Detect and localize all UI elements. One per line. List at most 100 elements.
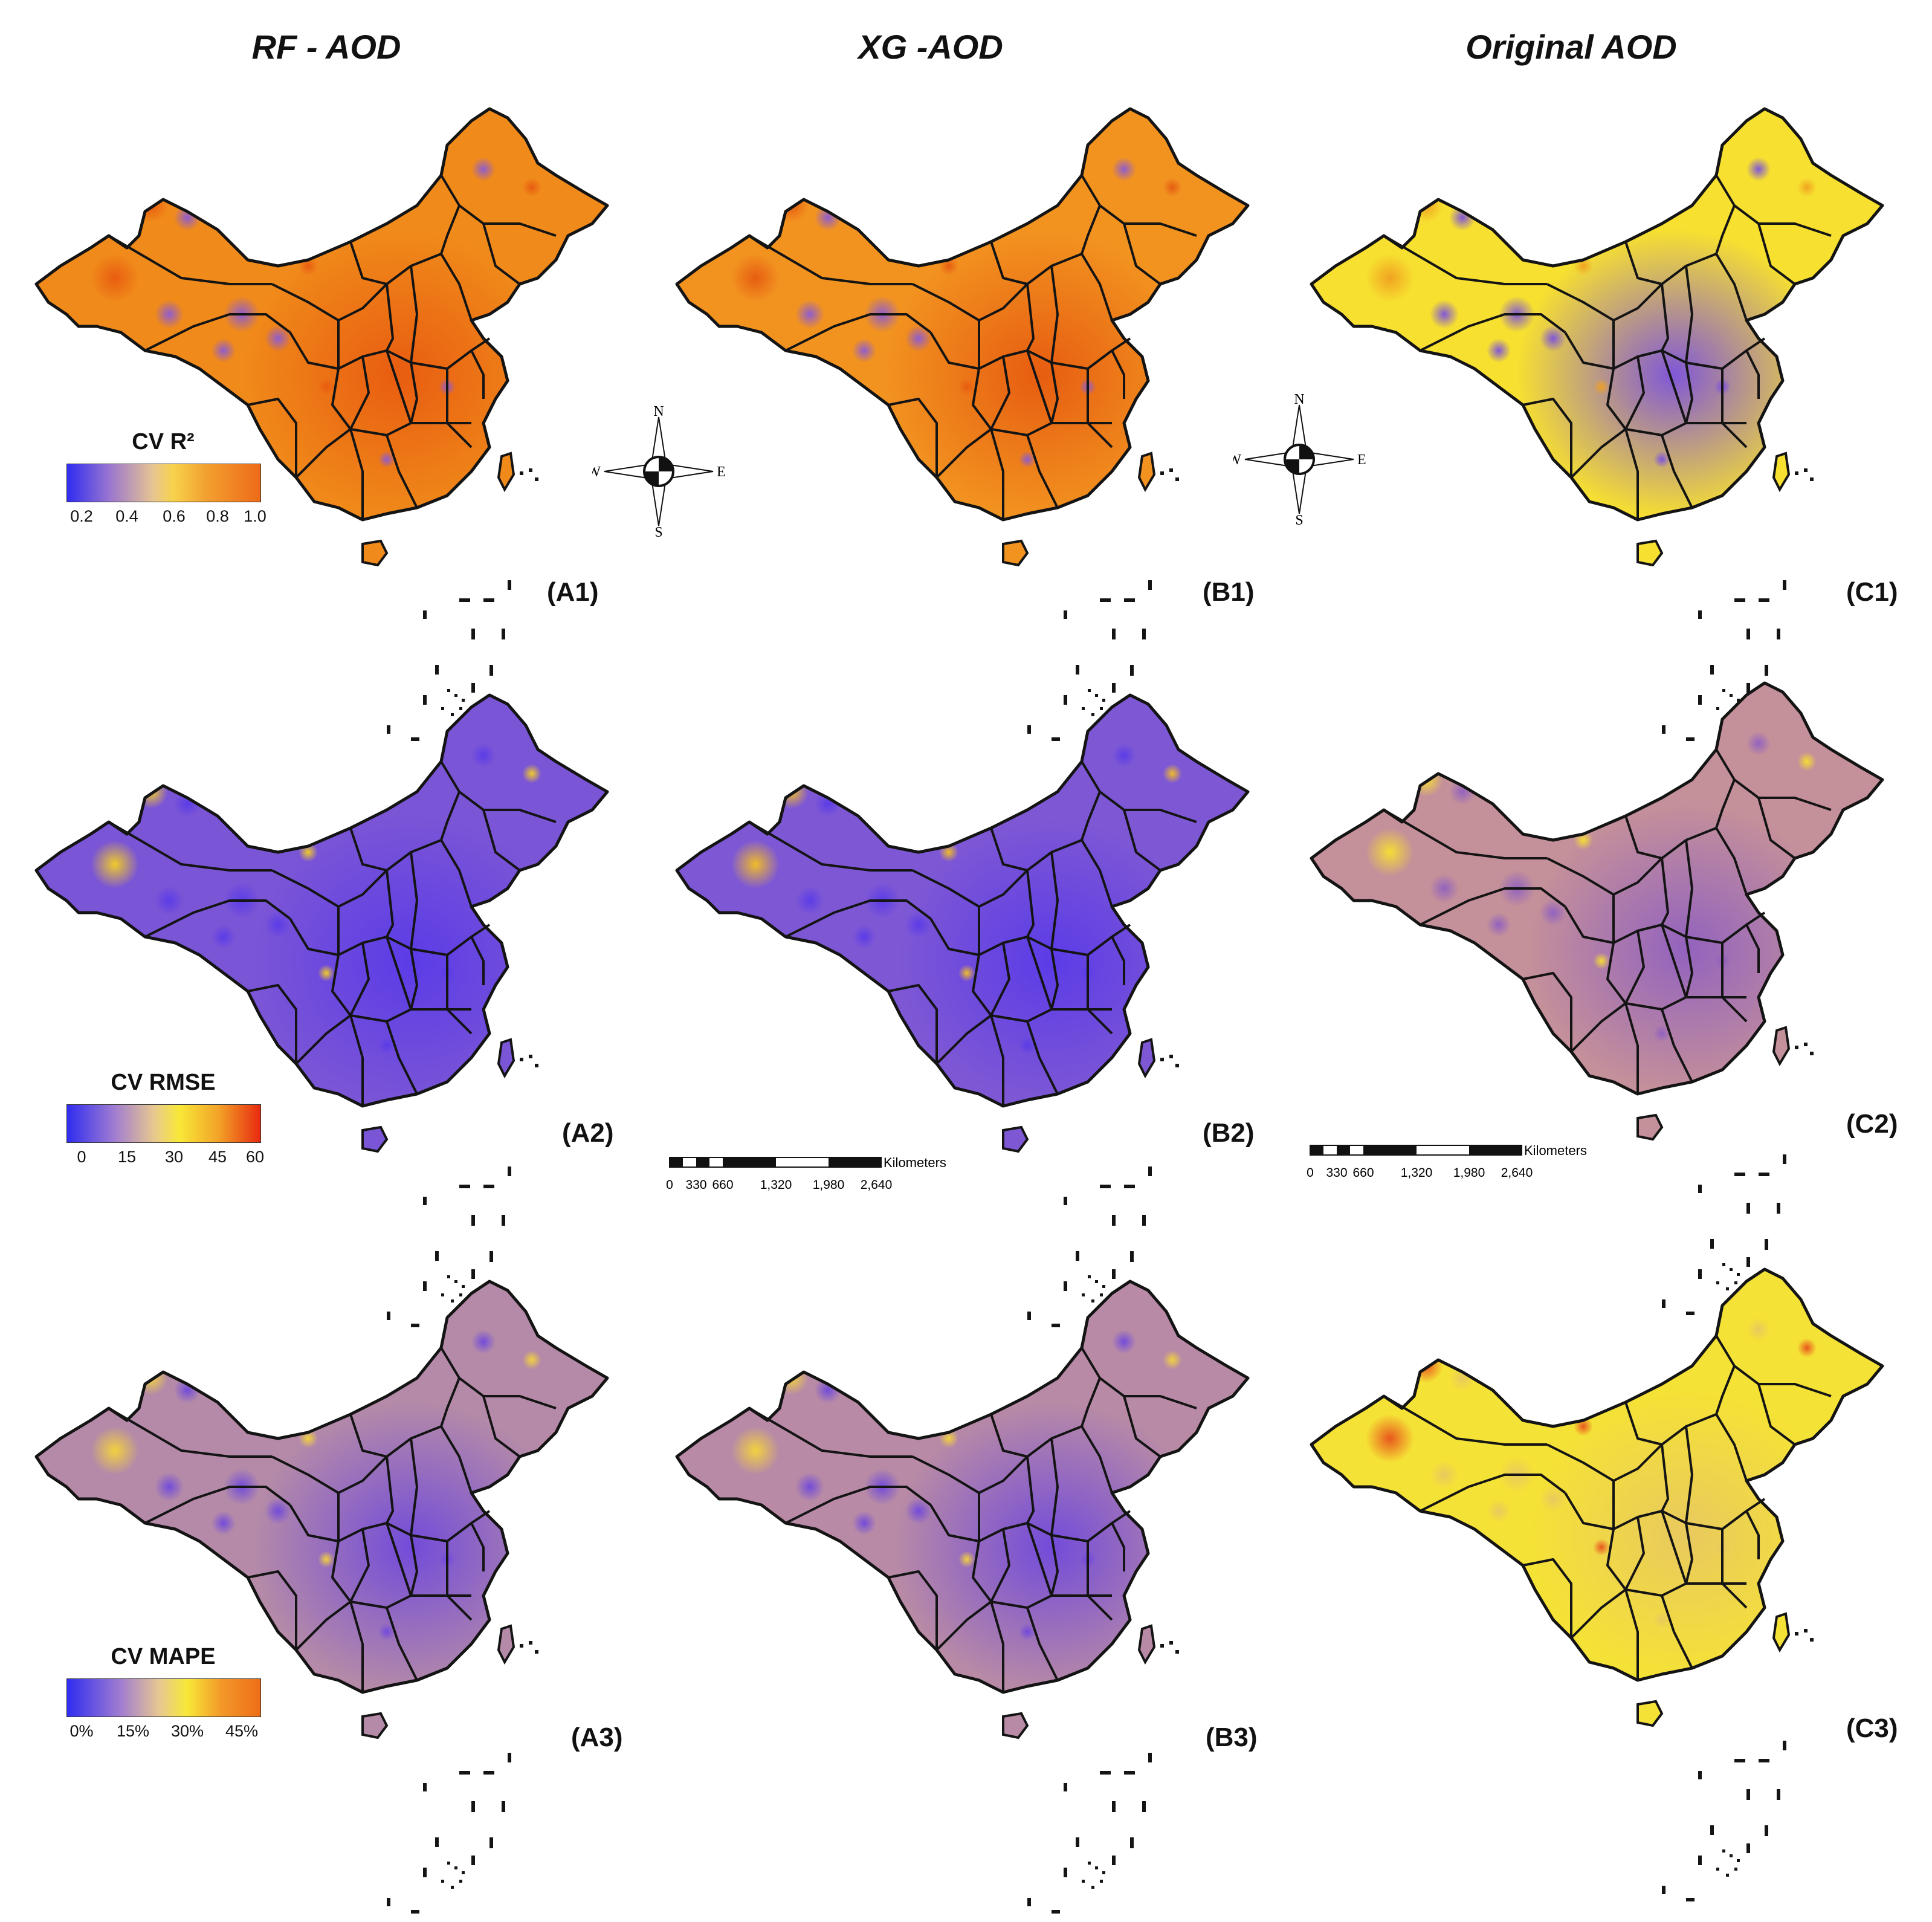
island-marker bbox=[1076, 1837, 1079, 1847]
hainan-island bbox=[361, 539, 389, 567]
province-border bbox=[1624, 241, 1662, 285]
province-border bbox=[1026, 1522, 1053, 1596]
province-border bbox=[331, 320, 352, 430]
value-spot bbox=[1797, 178, 1817, 197]
province-border bbox=[349, 356, 370, 430]
island-marker bbox=[1148, 580, 1152, 590]
panel-label-c2: (C2) bbox=[1846, 1109, 1898, 1139]
province-border bbox=[1050, 1535, 1059, 1596]
province-border bbox=[1685, 1522, 1693, 1584]
island-marker bbox=[1160, 471, 1164, 475]
value-spot bbox=[1112, 157, 1136, 181]
island-marker bbox=[459, 598, 470, 602]
island-marker bbox=[508, 1753, 511, 1762]
value-spot bbox=[775, 775, 809, 809]
island-marker bbox=[1142, 1801, 1146, 1812]
island-marker bbox=[1091, 713, 1094, 716]
province-border bbox=[410, 362, 418, 424]
legend-r2-tick: 0.2 bbox=[70, 507, 93, 525]
island-marker bbox=[1082, 707, 1085, 710]
island-marker bbox=[1112, 1269, 1116, 1279]
value-spot bbox=[388, 183, 410, 204]
value-spot bbox=[1029, 769, 1050, 791]
island-marker bbox=[1783, 580, 1786, 590]
value-spot bbox=[471, 743, 496, 768]
value-spot bbox=[318, 1551, 335, 1568]
value-spot bbox=[1163, 178, 1182, 197]
province-border bbox=[410, 1535, 418, 1596]
value-spot bbox=[852, 338, 876, 363]
value-spot bbox=[1663, 757, 1685, 778]
province-border bbox=[1661, 1510, 1687, 1584]
province-border bbox=[386, 1456, 394, 1524]
value-spot bbox=[1019, 1623, 1036, 1640]
province-border bbox=[1745, 350, 1760, 399]
province-border bbox=[440, 253, 473, 321]
province-border bbox=[144, 1486, 291, 1524]
legend-rmse-tick: 60 bbox=[245, 1148, 265, 1166]
island-marker bbox=[529, 1641, 532, 1645]
value-spot bbox=[1746, 731, 1771, 756]
island-marker bbox=[483, 1185, 494, 1188]
value-spot bbox=[134, 775, 168, 809]
legend-mape-ramp bbox=[66, 1678, 261, 1717]
island-marker bbox=[423, 695, 427, 705]
province-border bbox=[144, 313, 291, 352]
legend-mape: CV MAPE 0% 15% 30% 45% bbox=[54, 1644, 272, 1741]
island-marker bbox=[1746, 1203, 1750, 1214]
hainan-island bbox=[1636, 1113, 1664, 1141]
province-border bbox=[349, 1601, 364, 1692]
province-border bbox=[990, 1015, 1004, 1106]
island-marker bbox=[483, 1771, 494, 1775]
value-spot bbox=[852, 1511, 876, 1535]
island-marker bbox=[1091, 1299, 1094, 1302]
island-marker bbox=[471, 1215, 475, 1226]
province-border bbox=[1081, 253, 1113, 321]
value-spot bbox=[212, 1511, 236, 1535]
scale-bar-2: Kilometers 0 330 660 1,320 1,980 2,640 bbox=[1307, 1143, 1587, 1180]
province-border bbox=[470, 1522, 485, 1571]
island-marker bbox=[459, 1880, 462, 1883]
legend-r2-tick: 0.4 bbox=[115, 507, 138, 525]
province-border bbox=[386, 1021, 418, 1095]
hainan-island bbox=[1002, 1712, 1029, 1739]
island-marker bbox=[423, 1197, 427, 1205]
province-border bbox=[1383, 809, 1547, 859]
province-border bbox=[410, 1438, 418, 1536]
province-border bbox=[990, 241, 1028, 285]
province-border bbox=[1661, 924, 1687, 998]
province-border bbox=[990, 827, 1028, 872]
value-spot bbox=[471, 1330, 496, 1354]
value-spot bbox=[91, 1426, 139, 1475]
province-border bbox=[1050, 852, 1059, 950]
scale-bar-tick: 660 bbox=[712, 1178, 733, 1192]
island-marker bbox=[1100, 1880, 1103, 1883]
hainan-island bbox=[1636, 539, 1664, 567]
province-border bbox=[990, 356, 1010, 430]
island-marker bbox=[1698, 1856, 1702, 1865]
province-border bbox=[785, 1486, 932, 1524]
island-marker bbox=[1765, 1825, 1768, 1836]
value-spot bbox=[1163, 1350, 1182, 1370]
value-spot bbox=[1663, 183, 1685, 204]
province-border bbox=[386, 870, 394, 937]
legend-mape-tick: 30% bbox=[170, 1722, 204, 1740]
legend-r2-tick: 0.6 bbox=[163, 507, 186, 525]
province-border bbox=[1715, 1413, 1748, 1481]
scale-bar-tick: 2,640 bbox=[861, 1178, 893, 1192]
province-border bbox=[1111, 350, 1125, 399]
island-marker bbox=[1175, 477, 1179, 481]
province-border bbox=[1624, 930, 1645, 1004]
island-marker bbox=[451, 713, 454, 716]
compass-e: E bbox=[1357, 452, 1366, 468]
value-spot bbox=[775, 1361, 809, 1395]
island-marker bbox=[441, 707, 444, 710]
province-border bbox=[1757, 1383, 1796, 1446]
island-marker bbox=[1095, 694, 1098, 697]
province-border bbox=[785, 313, 932, 352]
regional-gradient bbox=[242, 230, 556, 520]
province-border bbox=[1606, 1481, 1627, 1591]
compass-n: N bbox=[653, 405, 664, 419]
taiwan-island bbox=[1137, 1038, 1156, 1079]
province-border bbox=[108, 1407, 272, 1458]
